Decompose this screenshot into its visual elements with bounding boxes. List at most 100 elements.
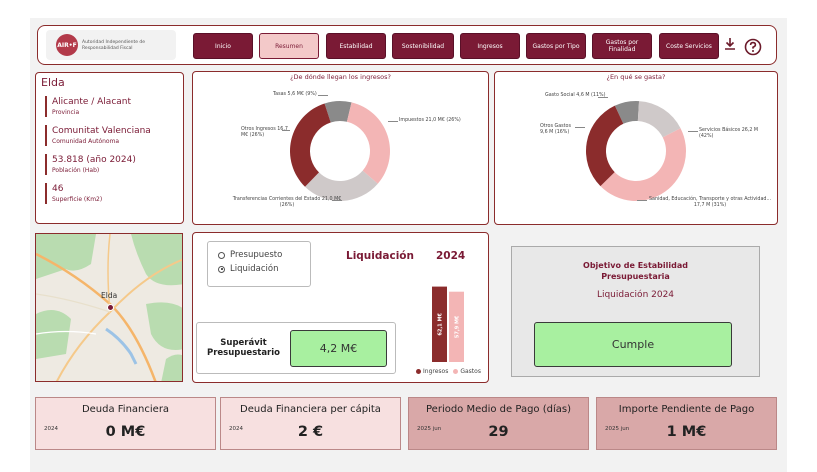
legend-gastos-swatch xyxy=(453,369,459,374)
leader-line xyxy=(332,200,342,201)
stability-result-badge: Cumple xyxy=(534,322,732,367)
donut-slice-sanidad-educaci-n-transporte-y-otras-actividades[interactable] xyxy=(586,105,624,187)
donut-slice-otros-gastos[interactable] xyxy=(637,101,681,138)
radio-checked-icon xyxy=(218,265,225,273)
bar-chart-legend: Ingresos Gastos xyxy=(416,368,481,375)
population-value: 53.818 (año 2024) xyxy=(52,155,136,165)
surface-value: 46 xyxy=(52,184,64,194)
community-block: Comunitat Valenciana Comunidad Autónoma xyxy=(45,125,151,146)
stability-title: Objetivo de Estabilidad Presupuestaria xyxy=(511,260,760,282)
leader-line xyxy=(388,121,398,122)
leader-line xyxy=(318,95,328,96)
map-place-label: Elda xyxy=(101,291,118,300)
radio-unchecked-icon xyxy=(218,251,225,259)
community-label: Comunidad Autónoma xyxy=(52,138,120,145)
nav-gastos-tipo-button[interactable]: Gastos por Tipo xyxy=(526,33,586,59)
donut-slice-servicios-b-sicos[interactable] xyxy=(600,128,686,201)
nav-resumen-button[interactable]: Resumen xyxy=(259,33,319,59)
expense-chart-title: ¿En qué se gasta? xyxy=(606,73,666,81)
stability-title-line1: Objetivo de Estabilidad xyxy=(583,261,688,270)
expense-label-otros: Otros Gastos 9,6 M (16%) xyxy=(540,124,571,135)
donut-slice-tasas[interactable] xyxy=(324,101,352,123)
expense-label-sanidad: Sanidad, Educación, Transporte y otras A… xyxy=(648,197,772,208)
kpi-deuda-per-capita: Deuda Financiera per cápita 2024 2 € xyxy=(220,397,401,450)
income-chart-title: ¿De dónde llegan los ingresos? xyxy=(290,73,391,81)
donut-slice-transferencias-corrientes-del-estado[interactable] xyxy=(290,103,331,187)
kpi-importe-pendiente: Importe Pendiente de Pago 2025 jun 1 M€ xyxy=(596,397,777,450)
legend-gastos-label: Gastos xyxy=(460,368,481,375)
leader-line xyxy=(637,200,647,201)
population-label: Población (Hab) xyxy=(52,167,100,174)
stability-title-line2: Presupuestaria xyxy=(601,272,670,281)
leader-line xyxy=(598,97,608,98)
leader-line xyxy=(688,131,698,132)
province-block: Alicante / Alacant Provincia xyxy=(45,96,131,117)
kpi-value: 1 M€ xyxy=(666,424,707,440)
kpi-title: Deuda Financiera xyxy=(81,404,170,415)
leader-line xyxy=(282,130,290,131)
surplus-value: 4,2 M€ xyxy=(290,330,387,367)
nav-inicio-button[interactable]: Inicio xyxy=(193,33,253,59)
municipality-name: Elda xyxy=(41,76,65,89)
radio-presupuesto[interactable]: Presupuesto xyxy=(218,250,282,260)
income-label-impuestos: Impuestos 21,0 M€ (26%) xyxy=(399,118,461,123)
surplus-label-line1: Superávit xyxy=(220,338,267,348)
kpi-date: 2025 jun xyxy=(417,426,442,432)
bar-ingresos-label: 62,1 M€ xyxy=(438,313,444,336)
surplus-label-line2: Presupuestario xyxy=(207,348,281,358)
kpi-title: Importe Pendiente de Pago xyxy=(618,404,755,415)
surface-label: Superficie (Km2) xyxy=(52,196,103,203)
stability-subtitle: Liquidación 2024 xyxy=(596,290,675,300)
bar-gastos xyxy=(449,291,464,362)
legend-ingresos-swatch xyxy=(416,369,421,374)
donut-slice-gasto-social[interactable] xyxy=(614,101,640,124)
download-icon[interactable] xyxy=(723,37,737,55)
kpi-date: 2024 xyxy=(229,426,243,432)
map-graphic xyxy=(36,234,182,381)
map-location-pin-icon xyxy=(107,304,114,311)
leader-line xyxy=(575,127,585,128)
income-label-tasas: Tasas 5,6 M€ (9%) xyxy=(273,92,317,97)
surplus-label: Superávit Presupuestario xyxy=(207,338,280,358)
province-label: Provincia xyxy=(52,109,80,116)
nav-gastos-finalidad-button[interactable]: Gastos por Finalidad xyxy=(592,33,652,59)
community-value: Comunitat Valenciana xyxy=(52,126,151,136)
municipality-map[interactable]: Elda xyxy=(35,233,183,382)
income-donut-chart xyxy=(290,101,390,201)
expense-label-servicios: Servicios Básicos 26,2 M (42%) xyxy=(699,128,759,139)
radio-presupuesto-label: Presupuesto xyxy=(230,250,283,260)
nav-sostenibilidad-button[interactable]: Sostenibilidad xyxy=(392,33,454,59)
radio-liquidacion[interactable]: Liquidación xyxy=(218,264,278,274)
kpi-value: 29 xyxy=(488,424,509,440)
airef-logo-text: Autoridad Independiente de Responsabilid… xyxy=(82,40,146,51)
kpi-date: 2025 jun xyxy=(605,426,630,432)
kpi-title: Deuda Financiera per cápita xyxy=(240,404,381,415)
population-block: 53.818 (año 2024) Población (Hab) xyxy=(45,154,136,175)
income-expense-bar-chart: 62,1 M€ 57,9 M€ xyxy=(432,286,464,362)
kpi-value: 0 M€ xyxy=(105,424,146,440)
kpi-deuda-financiera: Deuda Financiera 2024 0 M€ xyxy=(35,397,216,450)
surface-block: 46 Superficie (Km2) xyxy=(45,183,102,204)
liquidation-year: 2024 xyxy=(436,250,466,262)
nav-estabilidad-button[interactable]: Estabilidad xyxy=(326,33,386,59)
donut-slice-otros-ingresos[interactable] xyxy=(305,170,378,201)
nav-ingresos-button[interactable]: Ingresos xyxy=(460,33,520,59)
expense-donut-chart xyxy=(586,101,686,201)
province-value: Alicante / Alacant xyxy=(52,97,132,107)
income-label-transferencias: Transferencias Corrientes del Estado 21,… xyxy=(232,197,342,208)
nav-coste-servicios-button[interactable]: Coste Servicios xyxy=(659,33,719,59)
budget-mode-selector: Presupuesto Liquidación xyxy=(207,241,311,287)
kpi-title: Periodo Medio de Pago (días) xyxy=(426,404,571,415)
kpi-date: 2024 xyxy=(44,426,58,432)
income-label-otros: Otros Ingresos 16,7 M€ (26%) xyxy=(241,127,288,138)
kpi-value: 2 € xyxy=(297,424,324,440)
expense-label-gasto-social: Gasto Social 4,6 M (11%) xyxy=(545,93,606,98)
kpi-periodo-medio-pago: Periodo Medio de Pago (días) 2025 jun 29 xyxy=(408,397,589,450)
bar-ingresos xyxy=(432,286,447,362)
donut-slice-impuestos[interactable] xyxy=(346,102,390,184)
airef-logo-mark: AIR•F xyxy=(56,34,78,56)
bar-gastos-label: 57,9 M€ xyxy=(455,315,461,338)
help-icon[interactable] xyxy=(744,38,762,60)
municipality-info-panel xyxy=(35,72,184,224)
legend-ingresos-label: Ingresos xyxy=(423,368,449,375)
